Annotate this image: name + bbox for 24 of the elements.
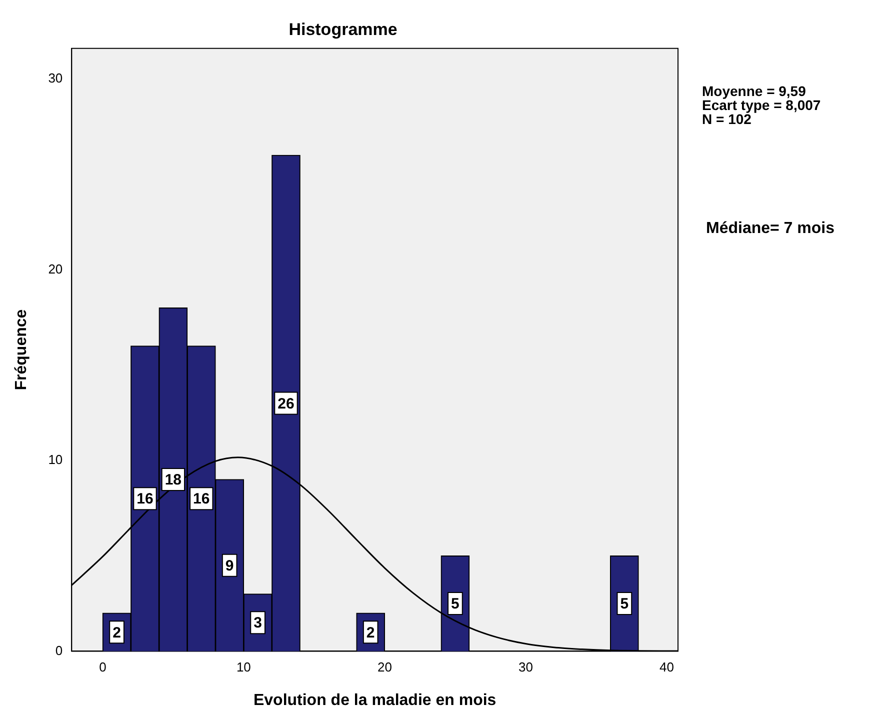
data-label: 5 (451, 596, 460, 613)
x-axis-title: Evolution de la maladie en mois (253, 692, 496, 709)
data-label: 16 (193, 490, 210, 508)
data-label: 16 (136, 490, 154, 508)
x-tick-label: 10 (236, 660, 251, 675)
data-label: 5 (620, 596, 629, 613)
y-tick-label: 0 (55, 642, 63, 658)
x-tick-label: 30 (518, 660, 533, 675)
y-tick-label: 10 (48, 452, 63, 468)
x-tick-label: 0 (99, 660, 106, 675)
text: Moyenne = 9,59 (702, 83, 807, 99)
data-label: 9 (225, 558, 234, 574)
data-label: 3 (254, 614, 262, 632)
text: Médiane= 7 mois (706, 220, 834, 238)
data-label: 2 (112, 624, 121, 642)
y-tick-label: 30 (48, 70, 63, 86)
chart-title: Histogramme (288, 20, 398, 39)
data-label: 18 (164, 472, 182, 489)
data-label: 2 (366, 624, 375, 642)
x-tick-label: 20 (377, 660, 392, 675)
y-axis-title: Fréquence (13, 309, 30, 390)
data-label: 26 (278, 395, 294, 412)
y-tick-label: 20 (48, 261, 63, 276)
x-tick-label: 40 (659, 660, 674, 675)
